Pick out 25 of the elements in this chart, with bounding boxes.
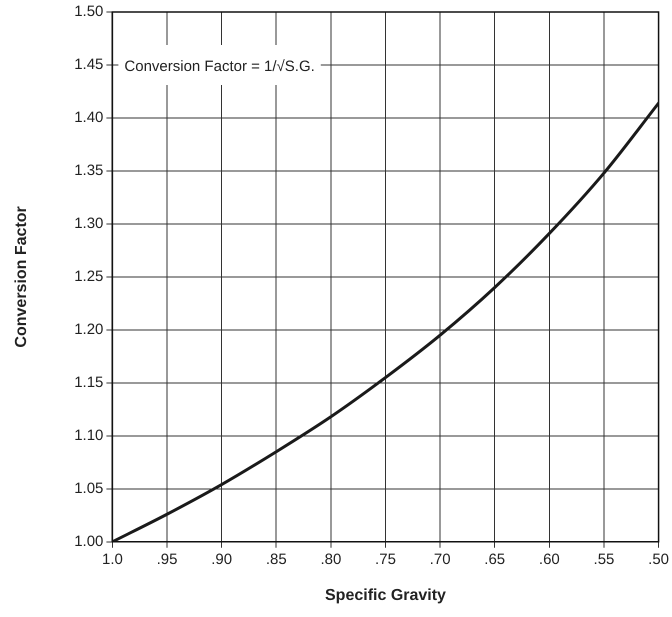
x-tick-label: 1.0 xyxy=(102,550,123,568)
x-tick-label: .70 xyxy=(430,550,451,568)
x-tick-label: .50 xyxy=(648,550,670,568)
y-tick-label: 1.05 xyxy=(74,480,104,497)
x-tick-label: .55 xyxy=(594,550,614,568)
x-tick-label: .60 xyxy=(538,550,560,568)
y-tick-label: 1.40 xyxy=(74,109,104,126)
y-tick-label: 1.45 xyxy=(74,56,104,74)
y-tick-label: 1.30 xyxy=(74,215,104,232)
y-tick-label: 1.10 xyxy=(74,426,104,444)
x-tick-label: .75 xyxy=(375,550,396,568)
x-tick-label: .90 xyxy=(211,550,232,568)
x-tick-label: .80 xyxy=(320,550,342,568)
y-tick-label: 1.00 xyxy=(74,532,104,550)
y-axis-title: Conversion Factor xyxy=(13,206,30,348)
y-tick-label: 1.35 xyxy=(74,162,104,180)
y-tick-label: 1.50 xyxy=(74,3,104,20)
x-tick-label: .95 xyxy=(156,550,178,568)
x-tick-label: .65 xyxy=(484,550,506,568)
x-axis-title: Specific Gravity xyxy=(325,586,446,604)
x-tick-label: .85 xyxy=(266,550,287,568)
y-tick-label: 1.15 xyxy=(74,374,104,391)
y-tick-label: 1.20 xyxy=(74,321,104,338)
annotation: Conversion Factor = 1/√S.G. xyxy=(124,58,315,76)
y-tick-label: 1.25 xyxy=(74,268,104,286)
